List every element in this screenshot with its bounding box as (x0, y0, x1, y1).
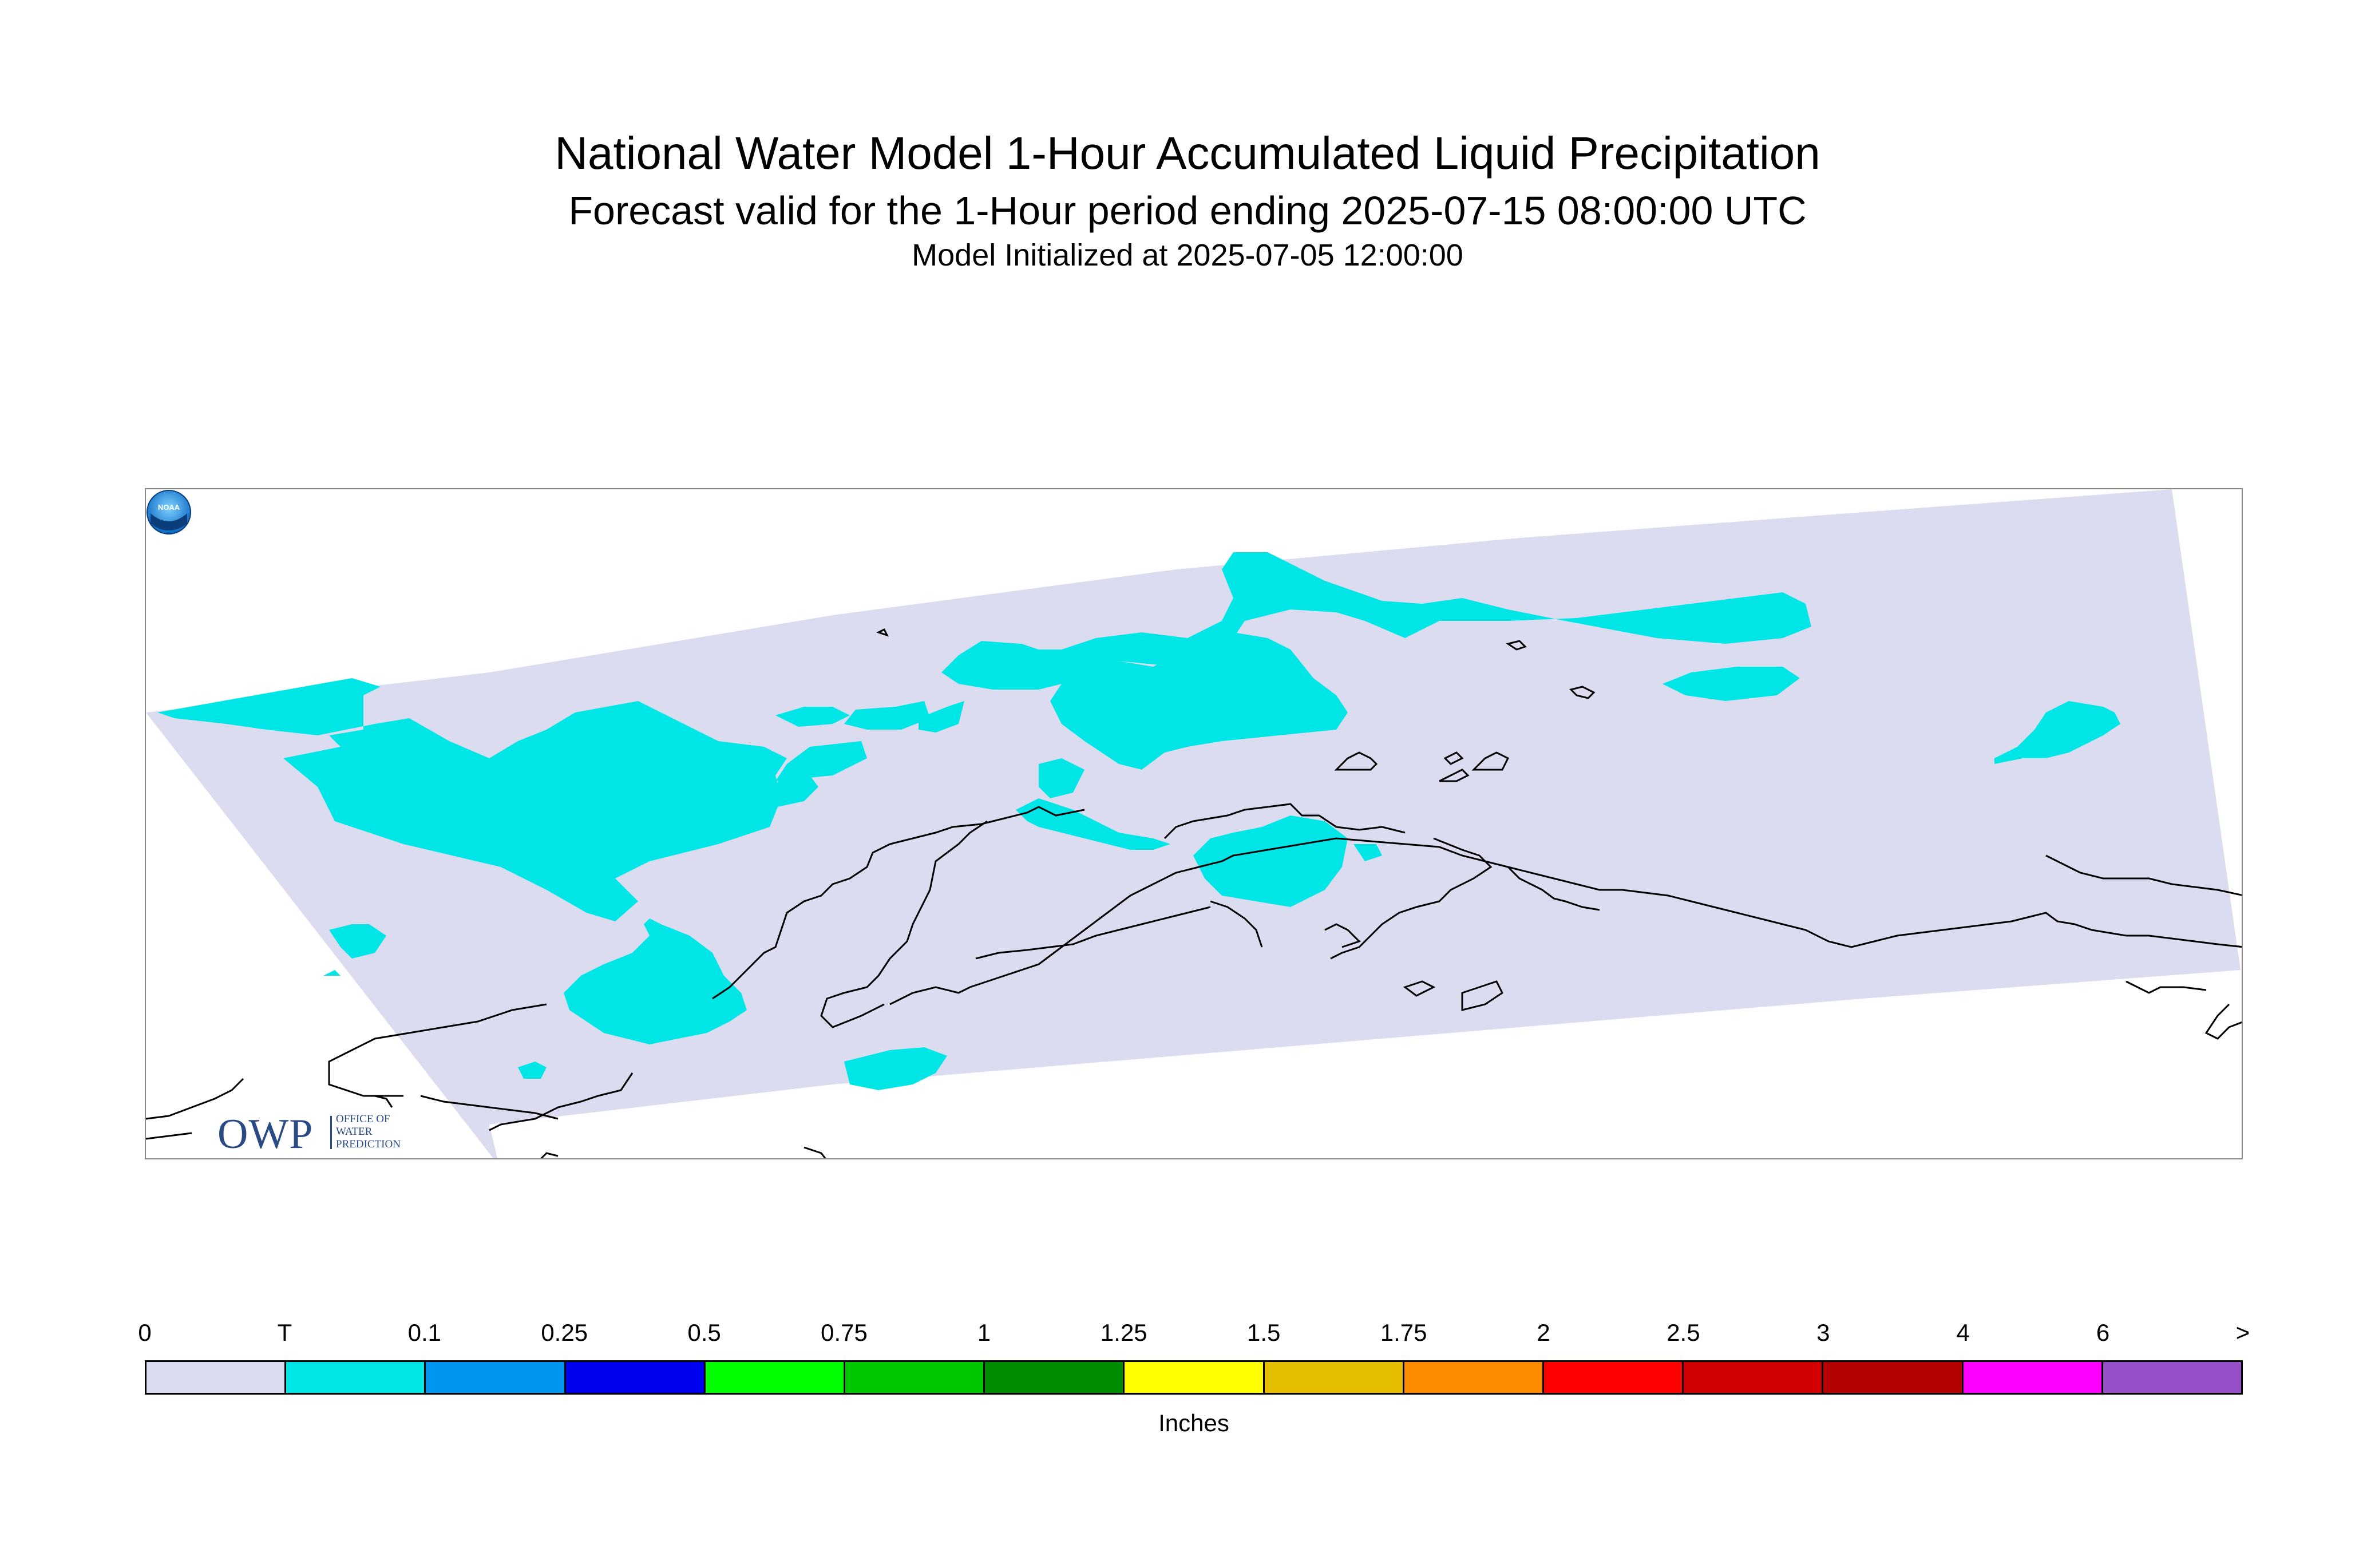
legend-swatch-1 (286, 1362, 426, 1393)
legend-swatch-10 (1544, 1362, 1684, 1393)
precipitation-map: OWP OFFICE OF WATER PREDICTION NOAA (145, 488, 2243, 1159)
owp-logo: OWP OFFICE OF WATER PREDICTION (217, 1110, 435, 1158)
noaa-logo: NOAA (147, 490, 191, 534)
owp-logo-text: OWP (217, 1111, 314, 1158)
legend-swatch-7 (1125, 1362, 1265, 1393)
legend-tick-label: 2.5 (1667, 1319, 1700, 1346)
legend-swatch-13 (1963, 1362, 2103, 1393)
legend-tick-label: 1 (977, 1319, 991, 1346)
legend-tick-label: 0.5 (687, 1319, 721, 1346)
legend-tick-label: T (277, 1319, 292, 1346)
legend-swatch-14 (2103, 1362, 2242, 1393)
legend-units-label: Inches (1158, 1409, 1229, 1436)
legend-swatch-0 (147, 1362, 287, 1393)
legend-swatch-9 (1404, 1362, 1545, 1393)
color-legend: 0 T 0.1 0.25 0.5 0.75 1 1.25 1.5 1.75 2 2.5 3 4 6 > Inc… (138, 1319, 2250, 1436)
legend-tick-label: 1.5 (1246, 1319, 1281, 1346)
legend-tick-label: 0.75 (821, 1319, 868, 1346)
legend-tick-label: 2 (1537, 1319, 1550, 1346)
owp-logo-line-2: WATER (336, 1126, 373, 1138)
legend-tick-label: > (2235, 1319, 2250, 1346)
legend-swatch-12 (1823, 1362, 1964, 1393)
legend-tick-label: 1.75 (1380, 1319, 1427, 1346)
map-title: National Water Model 1-Hour Accumulated … (555, 128, 1820, 179)
owp-logo-line-3: PREDICTION (336, 1138, 401, 1150)
owp-logo-line-1: OFFICE OF (336, 1113, 390, 1125)
coastlines (146, 628, 2242, 1158)
legend-swatch-11 (1684, 1362, 1824, 1393)
noaa-logo-text: NOAA (158, 503, 180, 512)
map-canvas (146, 489, 2242, 1158)
legend-tick-label: 3 (1816, 1319, 1830, 1346)
legend-swatch-8 (1264, 1362, 1404, 1393)
legend-tick-label: 0 (138, 1319, 152, 1346)
legend-swatch-4 (705, 1362, 846, 1393)
legend-swatch-2 (426, 1362, 566, 1393)
trace-precip-areas (157, 552, 2120, 1090)
legend-tick-label: 0.25 (541, 1319, 588, 1346)
legend-swatch-5 (845, 1362, 985, 1393)
legend-color-bar (145, 1360, 2243, 1395)
legend-tick-label: 1.25 (1100, 1319, 1147, 1346)
model-initialized-line: Model Initialized at 2025-07-05 12:00:00 (912, 238, 1463, 272)
legend-tick-label: 0.1 (407, 1319, 441, 1346)
legend-swatch-6 (985, 1362, 1125, 1393)
legend-tick-label: 6 (2096, 1319, 2110, 1346)
legend-swatch-3 (565, 1362, 706, 1393)
legend-tick-label: 4 (1956, 1319, 1970, 1346)
forecast-valid-subtitle: Forecast valid for the 1-Hour period end… (568, 188, 1807, 233)
